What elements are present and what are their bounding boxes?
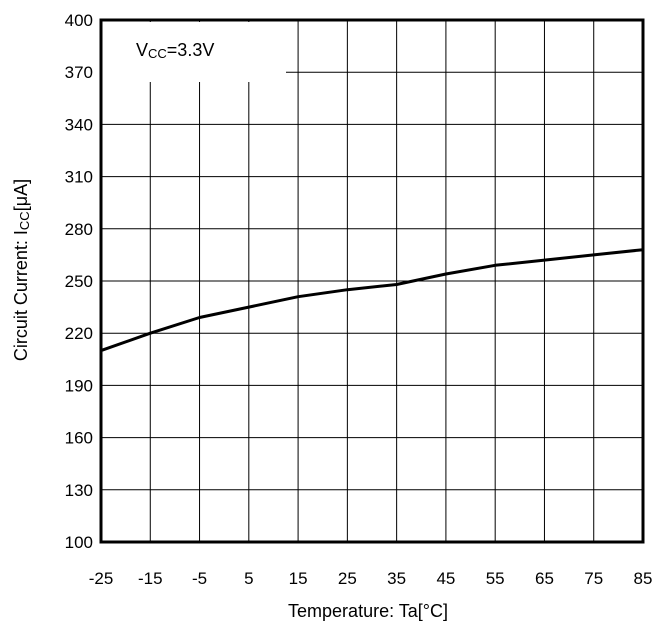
vcc-annotation: VCC=3.3V	[136, 40, 214, 61]
y-tick-label: 130	[65, 481, 93, 500]
x-tick-label: 15	[289, 569, 308, 588]
x-tick-label: 75	[584, 569, 603, 588]
x-tick-label: 45	[436, 569, 455, 588]
grid-lines	[101, 20, 643, 542]
x-tick-label: 5	[244, 569, 253, 588]
y-tick-label: 340	[65, 115, 93, 134]
annotation-background	[102, 22, 286, 82]
y-tick-label: 400	[65, 11, 93, 30]
x-tick-labels: -25 -15 -5 5 15 25 35 45 55 65 75 85	[89, 569, 653, 588]
y-tick-label: 220	[65, 324, 93, 343]
y-tick-labels: 100 130 160 190 220 250 280 310 340 370 400	[65, 11, 93, 552]
x-tick-label: 65	[535, 569, 554, 588]
y-tick-label: 310	[65, 168, 93, 187]
y-tick-label: 370	[65, 63, 93, 82]
y-axis-label: Circuit Current: ICC[μA]	[11, 179, 32, 361]
x-tick-label: 55	[486, 569, 505, 588]
x-axis-label: Temperature: Ta[°C]	[288, 601, 448, 621]
x-tick-label: 85	[634, 569, 653, 588]
y-tick-label: 250	[65, 272, 93, 291]
x-tick-label: 35	[387, 569, 406, 588]
y-tick-label: 190	[65, 376, 93, 395]
x-tick-label: -15	[138, 569, 163, 588]
series-line	[100, 248, 644, 353]
x-tick-label: -5	[192, 569, 207, 588]
x-tick-label: -25	[89, 569, 114, 588]
y-tick-label: 100	[65, 533, 93, 552]
x-tick-label: 25	[338, 569, 357, 588]
plot-frame	[99, 18, 645, 544]
y-tick-label: 280	[65, 220, 93, 239]
y-tick-label: 160	[65, 429, 93, 448]
